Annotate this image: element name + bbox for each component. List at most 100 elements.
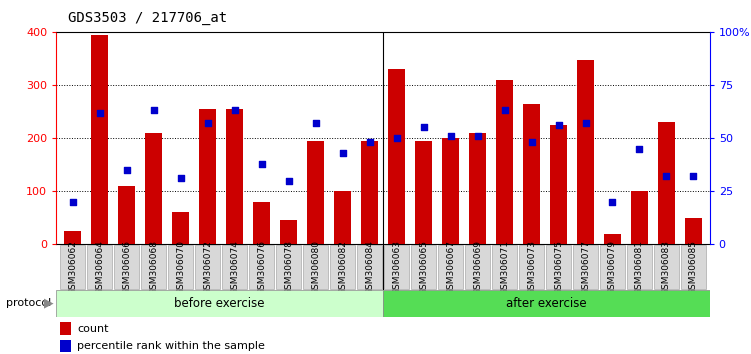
- Text: GSM306075: GSM306075: [554, 240, 563, 295]
- Text: GSM306076: GSM306076: [257, 240, 266, 295]
- Text: GSM306082: GSM306082: [338, 240, 347, 295]
- FancyBboxPatch shape: [466, 245, 490, 289]
- Bar: [469, 133, 486, 244]
- Text: GSM306068: GSM306068: [149, 240, 158, 295]
- Bar: [253, 202, 270, 244]
- Bar: [226, 109, 243, 244]
- Text: percentile rank within the sample: percentile rank within the sample: [77, 341, 265, 351]
- Text: GSM306084: GSM306084: [365, 240, 374, 295]
- Bar: [200, 109, 216, 244]
- Point: [607, 199, 619, 205]
- FancyBboxPatch shape: [654, 245, 679, 289]
- Text: GSM306078: GSM306078: [284, 240, 293, 295]
- FancyBboxPatch shape: [303, 245, 327, 289]
- FancyBboxPatch shape: [195, 245, 219, 289]
- FancyBboxPatch shape: [249, 245, 273, 289]
- Bar: [334, 191, 351, 244]
- Point: [201, 120, 213, 126]
- Bar: [59, 322, 71, 335]
- Text: after exercise: after exercise: [506, 297, 587, 310]
- Text: GSM306062: GSM306062: [68, 240, 77, 295]
- FancyBboxPatch shape: [87, 245, 112, 289]
- Bar: [686, 218, 701, 244]
- Bar: [92, 35, 107, 244]
- Text: GSM306072: GSM306072: [203, 240, 212, 295]
- FancyBboxPatch shape: [412, 245, 436, 289]
- Bar: [307, 141, 324, 244]
- FancyBboxPatch shape: [573, 245, 598, 289]
- Point: [580, 120, 592, 126]
- Bar: [388, 69, 405, 244]
- FancyBboxPatch shape: [168, 245, 193, 289]
- Bar: [632, 191, 647, 244]
- FancyBboxPatch shape: [357, 245, 382, 289]
- Text: GSM306085: GSM306085: [689, 240, 698, 295]
- FancyBboxPatch shape: [60, 245, 85, 289]
- Text: GSM306063: GSM306063: [392, 240, 401, 295]
- Point: [255, 161, 267, 166]
- FancyBboxPatch shape: [600, 245, 625, 289]
- Point: [418, 125, 430, 130]
- Text: before exercise: before exercise: [174, 297, 265, 310]
- FancyBboxPatch shape: [546, 245, 571, 289]
- Text: count: count: [77, 324, 109, 333]
- FancyBboxPatch shape: [114, 245, 139, 289]
- Bar: [550, 125, 566, 244]
- FancyBboxPatch shape: [493, 245, 517, 289]
- Point: [445, 133, 457, 139]
- Text: GSM306077: GSM306077: [581, 240, 590, 295]
- Bar: [383, 290, 710, 317]
- Text: GSM306083: GSM306083: [662, 240, 671, 295]
- Text: GSM306064: GSM306064: [95, 240, 104, 295]
- Bar: [146, 133, 161, 244]
- FancyBboxPatch shape: [222, 245, 246, 289]
- Text: GSM306067: GSM306067: [446, 240, 455, 295]
- Bar: [56, 290, 383, 317]
- Point: [499, 108, 511, 113]
- FancyBboxPatch shape: [627, 245, 652, 289]
- Bar: [415, 141, 432, 244]
- Point: [526, 139, 538, 145]
- Text: ▶: ▶: [44, 296, 53, 309]
- Text: GSM306070: GSM306070: [176, 240, 185, 295]
- Point: [363, 139, 376, 145]
- Point: [553, 122, 565, 128]
- Bar: [605, 234, 620, 244]
- Point: [634, 146, 646, 152]
- FancyBboxPatch shape: [439, 245, 463, 289]
- FancyBboxPatch shape: [330, 245, 354, 289]
- Text: GSM306073: GSM306073: [527, 240, 536, 295]
- Text: GSM306069: GSM306069: [473, 240, 482, 295]
- Text: GSM306066: GSM306066: [122, 240, 131, 295]
- Point: [336, 150, 348, 156]
- Point: [660, 173, 672, 179]
- Point: [94, 110, 106, 115]
- Bar: [523, 104, 540, 244]
- FancyBboxPatch shape: [276, 245, 300, 289]
- Text: protocol: protocol: [6, 298, 51, 308]
- Bar: [578, 60, 593, 244]
- Bar: [442, 138, 459, 244]
- FancyBboxPatch shape: [520, 245, 544, 289]
- Text: GSM306065: GSM306065: [419, 240, 428, 295]
- Text: GSM306071: GSM306071: [500, 240, 509, 295]
- Point: [391, 135, 403, 141]
- Bar: [119, 186, 134, 244]
- Bar: [65, 231, 80, 244]
- Point: [282, 178, 294, 183]
- Text: GSM306074: GSM306074: [230, 240, 239, 295]
- Point: [472, 133, 484, 139]
- Bar: [173, 212, 189, 244]
- Point: [687, 173, 699, 179]
- Text: GSM306079: GSM306079: [608, 240, 617, 295]
- Bar: [280, 220, 297, 244]
- Bar: [59, 340, 71, 352]
- Point: [228, 108, 240, 113]
- Point: [120, 167, 132, 173]
- FancyBboxPatch shape: [141, 245, 166, 289]
- Text: GSM306081: GSM306081: [635, 240, 644, 295]
- Bar: [361, 141, 378, 244]
- Point: [147, 108, 159, 113]
- Point: [67, 199, 79, 205]
- Bar: [659, 122, 674, 244]
